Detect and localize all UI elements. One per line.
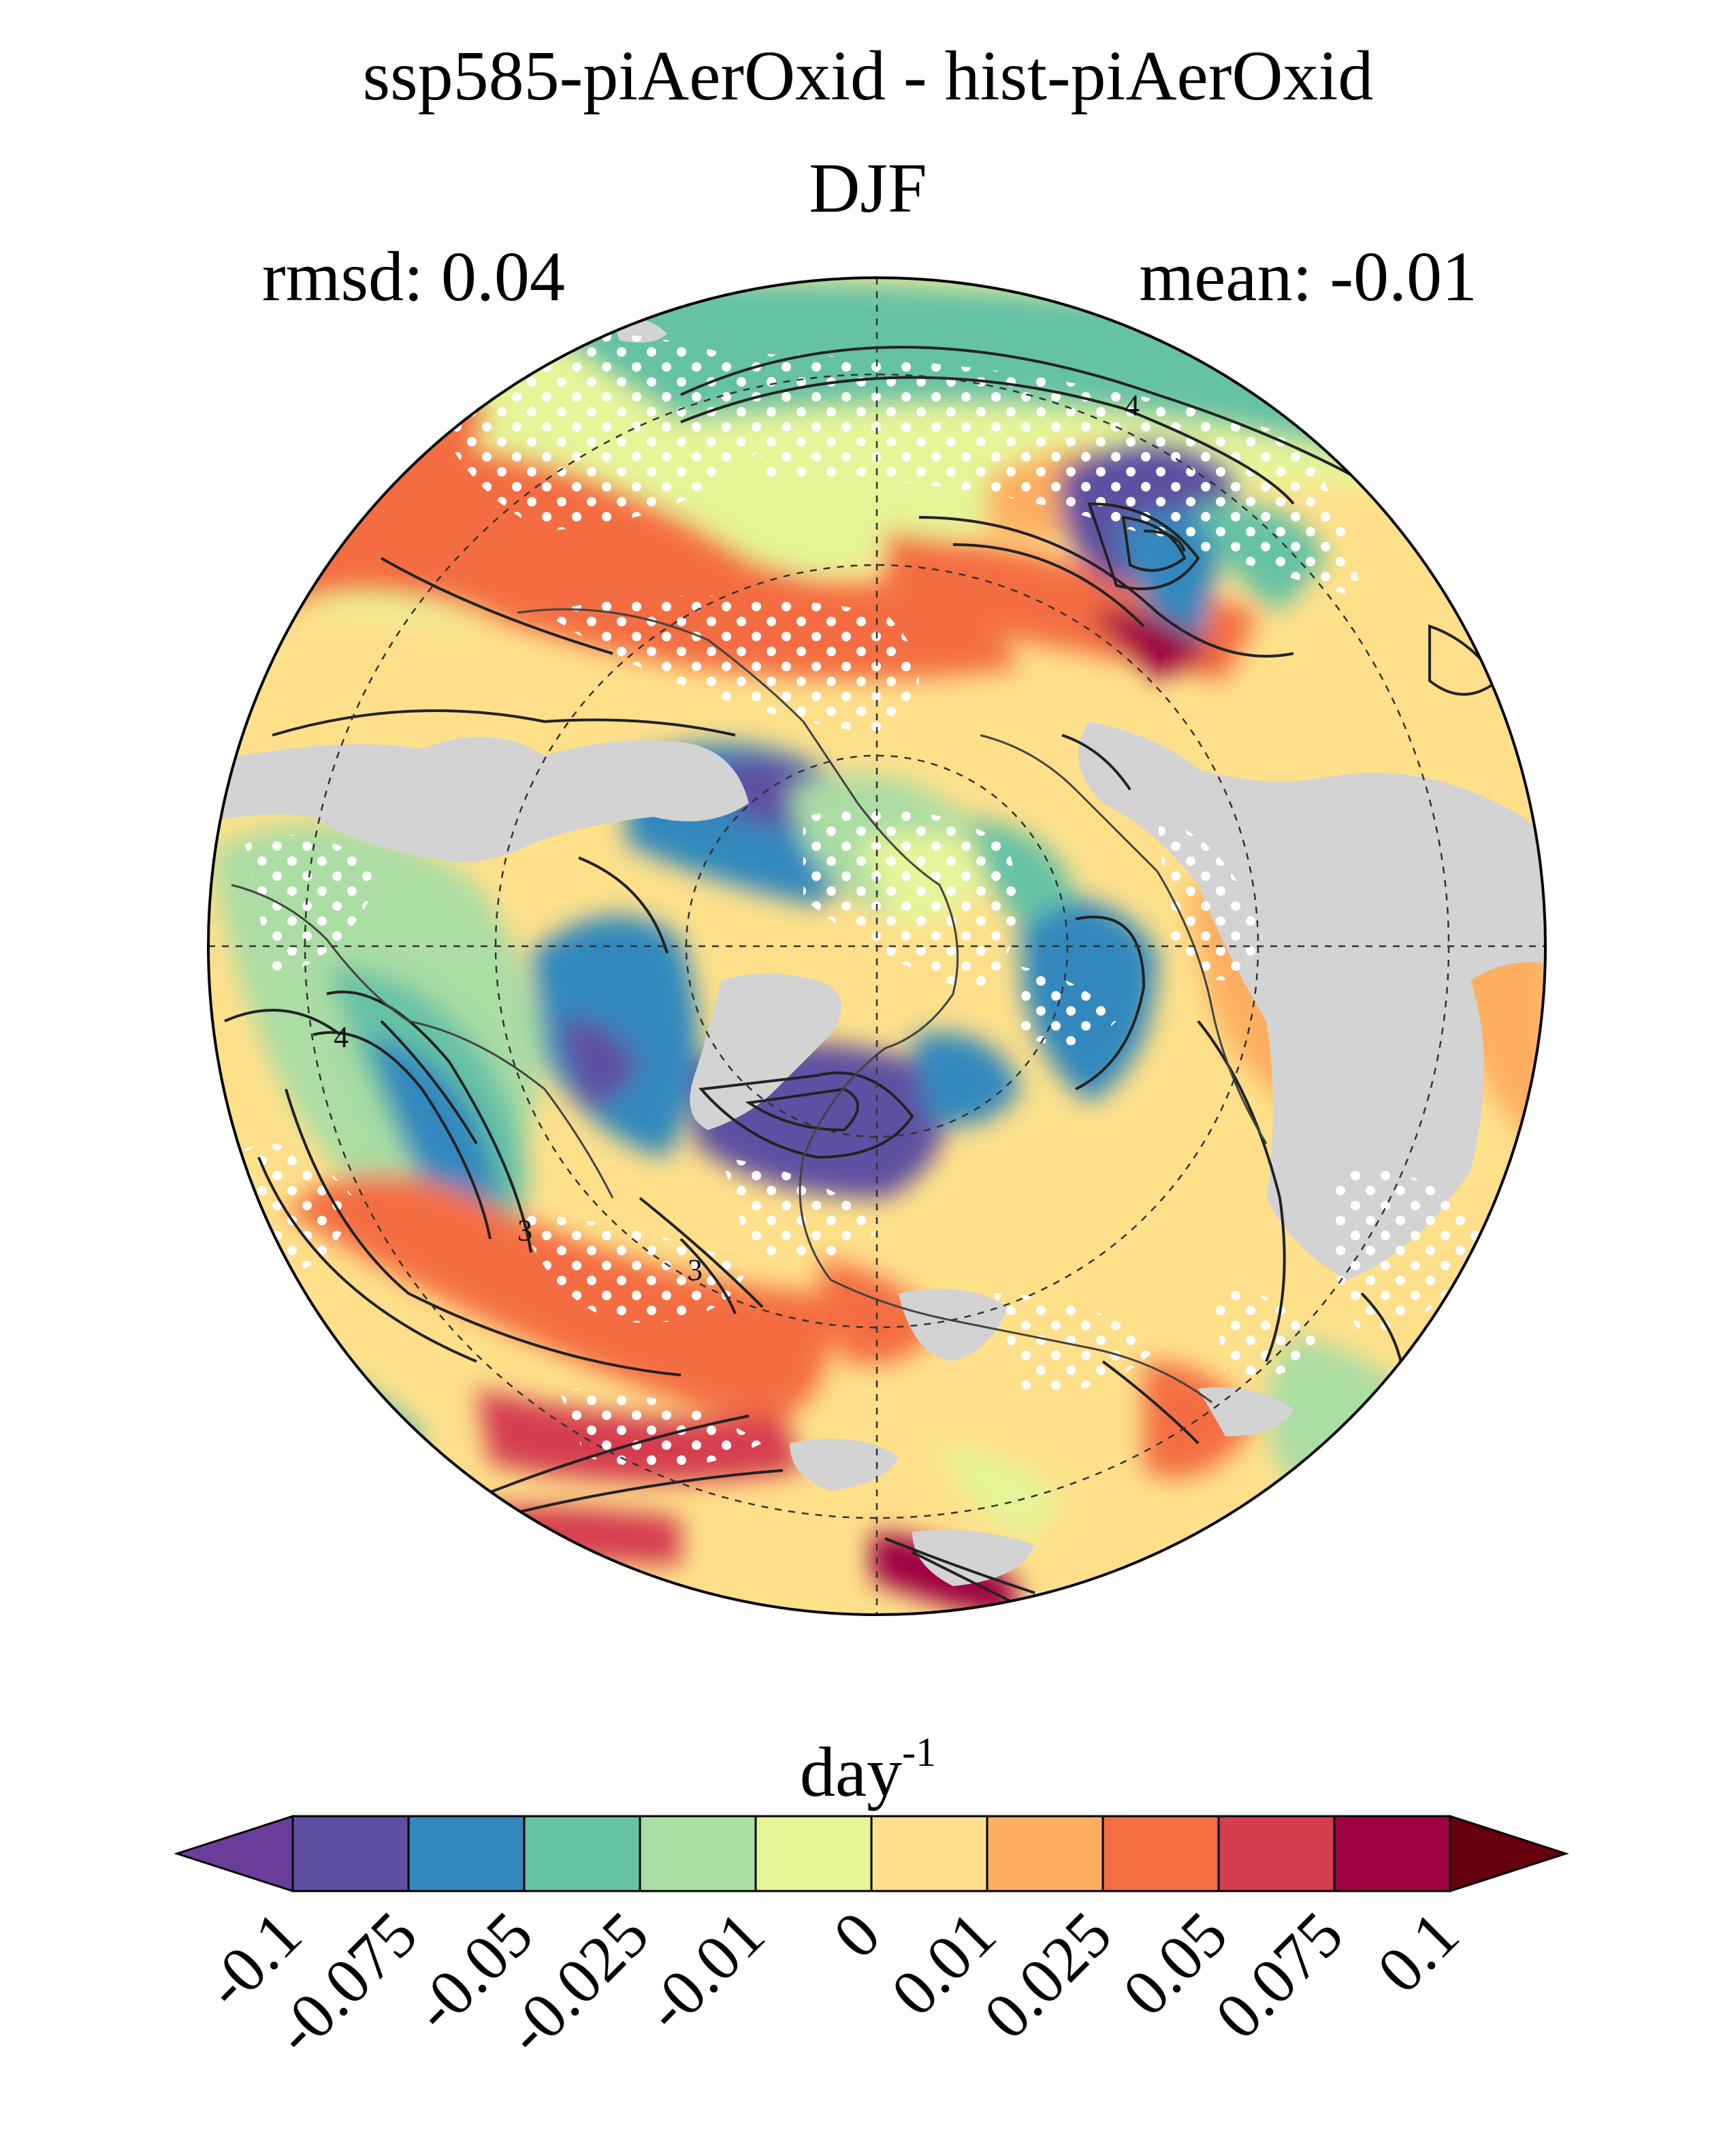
colorbar-swatch <box>1333 1815 1451 1892</box>
map-field <box>208 278 1545 1615</box>
contour-label: 3 <box>517 1214 532 1247</box>
colorbar-swatch <box>407 1815 526 1892</box>
units-exponent: -1 <box>902 1730 937 1775</box>
units-base: day <box>799 1733 903 1811</box>
colorbar-swatch <box>870 1815 988 1892</box>
colorbar-swatch <box>291 1815 410 1892</box>
colorbar-swatch <box>1217 1815 1336 1892</box>
contour-label: 4 <box>1125 389 1140 422</box>
colorbar-over-triangle <box>1449 1814 1569 1893</box>
colorbar-tick-label: 0.1 <box>1363 1897 1473 2007</box>
colorbar-swatch <box>639 1815 757 1892</box>
colorbar-under-triangle <box>174 1814 294 1893</box>
colorbar-tick-label: 0.075 <box>1201 1897 1356 2052</box>
colorbar-swatch <box>754 1815 873 1892</box>
polar-map: 4 4 3 3 <box>207 276 1547 1616</box>
colorbar-tick-label: 0.025 <box>969 1897 1125 2052</box>
rmsd-stat: rmsd: 0.04 <box>262 238 565 316</box>
graticule <box>208 278 1545 1615</box>
contour-label-group: 4 4 3 3 <box>334 389 1140 1287</box>
colorbar-swatch <box>523 1815 641 1892</box>
mean-stat: mean: -0.01 <box>1139 238 1477 316</box>
coastline <box>231 608 1268 1404</box>
season-label: DJF <box>809 149 927 227</box>
contour-label: 3 <box>688 1253 703 1287</box>
colorbar-swatch <box>986 1815 1104 1892</box>
colorbar-tick-label: -0.01 <box>630 1897 778 2045</box>
contour-label: 4 <box>334 1020 349 1054</box>
colorbar-tick-label: 0 <box>819 1897 894 1972</box>
map-boundary <box>207 276 1547 1616</box>
map-title: ssp585-piAerOxid - hist-piAerOxid <box>362 37 1374 115</box>
colorbar-swatch <box>1102 1815 1220 1892</box>
contour-lines <box>224 346 1500 1608</box>
units-label: day-1 <box>0 1729 1736 1813</box>
